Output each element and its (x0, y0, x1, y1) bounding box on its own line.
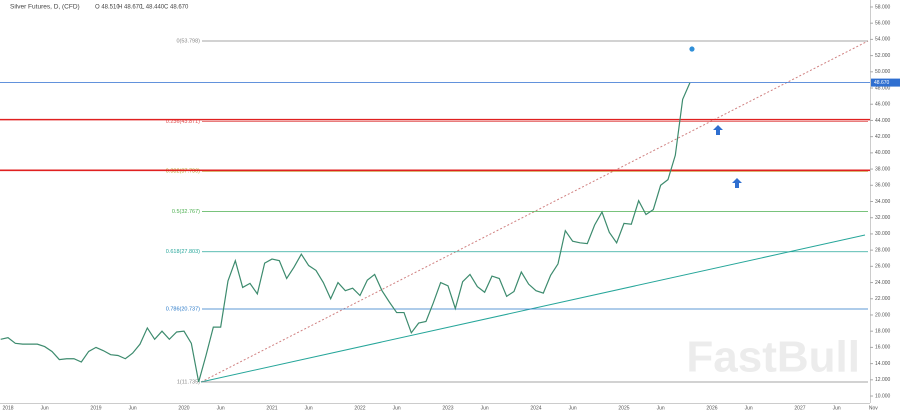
watermark: FastBull (686, 333, 860, 382)
y-tick-label: 58.000 (875, 4, 891, 10)
x-tick-label: 2026 (706, 405, 717, 411)
x-tick-label: 2022 (354, 405, 365, 411)
x-tick-label: 2021 (266, 405, 277, 411)
price-line (0, 82, 691, 383)
fib-label: 0.382(37.730) (166, 169, 200, 175)
fib-label: 0.618(27.803) (166, 249, 200, 255)
y-tick-label: 16.000 (875, 345, 891, 351)
x-tick-label: 2020 (178, 405, 189, 411)
x-tick-label: Jun (569, 405, 577, 411)
x-tick-label: Jun (657, 405, 665, 411)
y-tick-label: 18.000 (875, 329, 891, 335)
ohlc-open: O 48.510 (95, 5, 120, 11)
y-tick-label: 26.000 (875, 264, 891, 270)
x-tick-label: Nov (869, 405, 878, 411)
fib-label: 0.236(43.871) (166, 119, 200, 125)
y-tick-label: 42.000 (875, 134, 891, 140)
y-tick-label: 28.000 (875, 247, 891, 253)
x-tick-label: 2019 (90, 405, 101, 411)
ohlc-low: L 48.440 (141, 5, 165, 11)
arrow-up (732, 178, 742, 188)
x-tick-label: Jun (745, 405, 753, 411)
y-tick-label: 34.000 (875, 199, 891, 205)
y-tick-label: 44.000 (875, 118, 891, 124)
x-tick-label: Jun (481, 405, 489, 411)
x-tick-label: Jun (833, 405, 841, 411)
ohlc-close: C 48.670 (164, 5, 189, 11)
y-tick-label: 12.000 (875, 377, 891, 383)
y-tick-label: 38.000 (875, 166, 891, 172)
fib-label: 0(53.798) (176, 38, 200, 44)
x-tick-label: 2018 (2, 405, 13, 411)
y-tick-label: 24.000 (875, 280, 891, 286)
y-tick-label: 14.000 (875, 361, 891, 367)
y-tick-label: 48.000 (875, 85, 891, 91)
last-price-box (871, 78, 900, 87)
y-tick-label: 46.000 (875, 102, 891, 108)
y-tick-label: 56.000 (875, 21, 891, 27)
trend-line (200, 234, 866, 383)
x-tick-label: 2024 (530, 405, 541, 411)
arrow-up (713, 125, 723, 135)
x-tick-label: Jun (41, 405, 49, 411)
last-marker (688, 45, 696, 53)
x-tick-label: Jun (393, 405, 401, 411)
y-tick-label: 36.000 (875, 183, 891, 189)
y-tick-label: 30.000 (875, 231, 891, 237)
y-tick-label: 10.000 (875, 393, 891, 399)
x-tick-label: 2027 (794, 405, 805, 411)
x-tick-label: Jun (305, 405, 313, 411)
x-tick-label: Jun (217, 405, 225, 411)
y-tick-label: 20.000 (875, 312, 891, 318)
x-tick-label: 2023 (442, 405, 453, 411)
y-tick-label: 22.000 (875, 296, 891, 302)
y-tick-label: 50.000 (875, 69, 891, 75)
y-tick-label: 40.000 (875, 150, 891, 156)
fib-label: 0.5(32.767) (172, 209, 200, 215)
fib-label: 1(11.735) (177, 379, 200, 385)
x-tick-label: Jun (129, 405, 137, 411)
x-tick-label: 2025 (618, 405, 629, 411)
last-price-label: 48.670 (874, 80, 890, 86)
trend-line-dotted (200, 40, 869, 383)
ohlc-high: H 48.670 (118, 5, 143, 11)
y-tick-label: 54.000 (875, 37, 891, 43)
y-tick-label: 32.000 (875, 215, 891, 221)
chart-title: Silver Futures, D, (CFD) (10, 4, 80, 11)
y-tick-label: 52.000 (875, 53, 891, 59)
fib-label: 0.786(20.737) (166, 306, 200, 312)
